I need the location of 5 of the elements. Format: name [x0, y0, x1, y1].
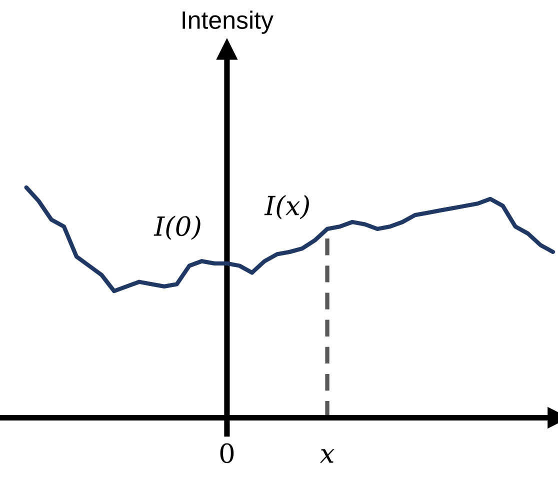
text: Intensity: [182, 10, 274, 34]
annotation: I(x): [264, 195, 309, 220]
x-tick-label: x: [320, 449, 334, 463]
x-tick-label: 0: [220, 443, 234, 464]
annotation: I(0): [154, 216, 200, 240]
